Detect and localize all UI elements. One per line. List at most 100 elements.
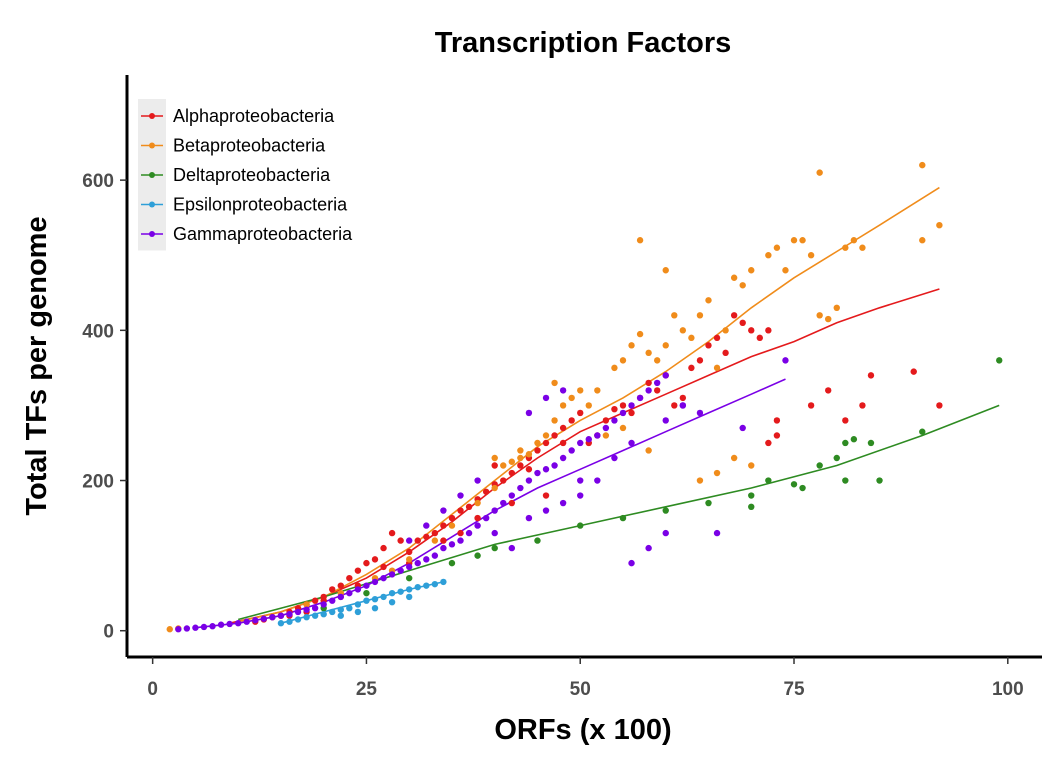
point-gammaproteobacteria [329,597,336,604]
point-gammaproteobacteria [525,409,533,417]
point-alphaproteobacteria [440,537,447,544]
point-alphaproteobacteria [645,379,652,387]
point-gammaproteobacteria [491,507,498,514]
point-alphaproteobacteria [671,402,678,409]
point-alphaproteobacteria [807,402,815,409]
point-epsilonproteobacteria [294,616,302,623]
point-betaproteobacteria [919,161,926,169]
point-betaproteobacteria [662,342,669,349]
y-tick-label: 400 [82,321,114,342]
point-deltaproteobacteria [765,477,772,484]
point-deltaproteobacteria [996,357,1003,364]
point-gammaproteobacteria [286,610,293,618]
point-betaproteobacteria [636,237,644,244]
point-epsilonproteobacteria [388,589,396,597]
point-betaproteobacteria [653,357,661,364]
point-gammaproteobacteria [602,424,610,432]
point-epsilonproteobacteria [363,597,370,604]
axes: 0 25 50 75 100 0 200 400 600 [82,75,1042,700]
point-gammaproteobacteria [448,541,456,548]
point-gammaproteobacteria [465,529,473,537]
point-alphaproteobacteria [722,349,729,357]
point-betaproteobacteria [448,522,456,529]
point-gammaproteobacteria [611,417,618,424]
y-tick-label: 0 [103,622,114,643]
point-alphaproteobacteria [311,597,319,604]
point-betaproteobacteria [825,315,832,323]
point-alphaproteobacteria [388,529,396,537]
point-epsilonproteobacteria [337,606,344,613]
point-gammaproteobacteria [508,544,516,552]
point-betaproteobacteria [722,327,729,334]
point-alphaproteobacteria [679,394,687,402]
point-gammaproteobacteria [414,559,421,567]
legend-label: Epsilonproteobacteria [173,195,348,215]
point-epsilonproteobacteria [405,593,413,601]
point-epsilonproteobacteria [371,595,379,603]
legend-key-dot [149,231,155,237]
legend-label: Deltaproteobacteria [173,165,331,185]
point-betaproteobacteria [773,244,781,251]
point-gammaproteobacteria [346,589,353,597]
point-alphaproteobacteria [773,432,781,439]
point-epsilonproteobacteria [380,593,387,601]
point-gammaproteobacteria [217,621,225,628]
point-betaproteobacteria [303,601,310,608]
point-gammaproteobacteria [405,563,413,571]
point-alphaproteobacteria [534,447,541,454]
point-alphaproteobacteria [457,529,464,537]
point-deltaproteobacteria [705,499,712,507]
point-gammaproteobacteria [653,379,661,387]
point-betaproteobacteria [628,342,635,349]
point-gammaproteobacteria [559,499,567,507]
point-gammaproteobacteria [559,387,567,394]
point-epsilonproteobacteria [354,601,362,608]
point-alphaproteobacteria [448,514,456,522]
point-gammaproteobacteria [337,593,344,601]
point-gammaproteobacteria [542,466,550,473]
point-gammaproteobacteria [713,529,721,537]
point-alphaproteobacteria [653,387,661,394]
point-gammaproteobacteria [525,477,533,484]
point-gammaproteobacteria [388,571,396,578]
point-alphaproteobacteria [431,529,439,537]
point-gammaproteobacteria [474,477,481,484]
point-betaproteobacteria [645,447,652,454]
point-deltaproteobacteria [491,544,498,552]
point-betaproteobacteria [577,387,584,394]
point-betaproteobacteria [508,458,516,465]
fit-line-gammaproteobacteria [195,378,786,629]
point-gammaproteobacteria [628,439,635,447]
point-gammaproteobacteria [782,357,789,364]
point-deltaproteobacteria [448,559,456,567]
point-betaproteobacteria [816,312,823,319]
point-gammaproteobacteria [508,492,516,499]
point-gammaproteobacteria [577,477,584,484]
point-gammaproteobacteria [611,454,618,462]
point-betaproteobacteria [525,451,533,458]
point-gammaproteobacteria [500,499,507,507]
point-alphaproteobacteria [910,368,917,375]
point-deltaproteobacteria [790,481,798,488]
point-alphaproteobacteria [423,533,430,541]
point-gammaproteobacteria [243,618,250,625]
point-gammaproteobacteria [559,454,567,462]
point-alphaproteobacteria [730,312,738,319]
point-alphaproteobacteria [739,319,746,327]
legend-label: Alphaproteobacteria [173,106,335,126]
point-gammaproteobacteria [679,402,687,409]
point-epsilonproteobacteria [311,612,319,619]
point-gammaproteobacteria [277,612,285,619]
x-tick-label: 100 [992,679,1024,700]
fit-line-betaproteobacteria [238,186,940,623]
point-alphaproteobacteria [500,477,507,484]
legend-key-dot [149,113,155,119]
point-gammaproteobacteria [431,552,439,559]
point-alphaproteobacteria [508,499,516,507]
point-gammaproteobacteria [183,625,191,632]
point-betaproteobacteria [517,447,524,454]
point-alphaproteobacteria [825,387,832,394]
point-gammaproteobacteria [491,529,498,537]
point-alphaproteobacteria [346,574,353,582]
